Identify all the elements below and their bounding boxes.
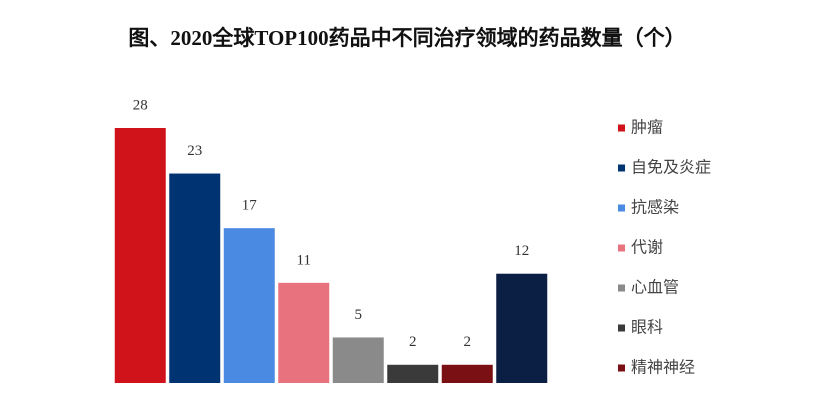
legend-label: 心血管 — [631, 278, 679, 297]
legend-marker — [618, 164, 625, 172]
legend-label: 精神神经 — [631, 358, 695, 377]
value-label: 17 — [242, 198, 258, 214]
bar — [387, 364, 439, 383]
legend-marker — [618, 364, 625, 372]
bar — [496, 273, 548, 383]
bar — [114, 128, 166, 383]
legend-marker — [618, 124, 625, 132]
legend-label: 代谢 — [631, 238, 663, 257]
legend-label: 抗感染 — [631, 198, 679, 217]
bar — [332, 337, 384, 383]
chart-title: 图、2020全球TOP100药品中不同治疗领域的药品数量（个） — [128, 26, 685, 50]
legend-marker — [618, 284, 625, 292]
value-label: 28 — [133, 97, 148, 113]
bar — [169, 173, 221, 383]
value-label: 2 — [464, 334, 472, 350]
value-label: 5 — [355, 307, 363, 323]
bar — [441, 364, 493, 383]
legend-marker — [618, 204, 625, 212]
bar — [278, 282, 330, 383]
legend-label: 肿瘤 — [631, 118, 663, 137]
legend-label: 眼科 — [631, 318, 663, 337]
value-label: 12 — [514, 243, 529, 259]
legend-marker — [618, 324, 625, 332]
value-label: 2 — [409, 334, 417, 350]
legend-label: 自免及炎症 — [631, 158, 711, 177]
value-label: 11 — [297, 252, 311, 268]
value-label: 23 — [187, 143, 202, 159]
bar — [223, 228, 275, 383]
legend-marker — [618, 244, 625, 252]
